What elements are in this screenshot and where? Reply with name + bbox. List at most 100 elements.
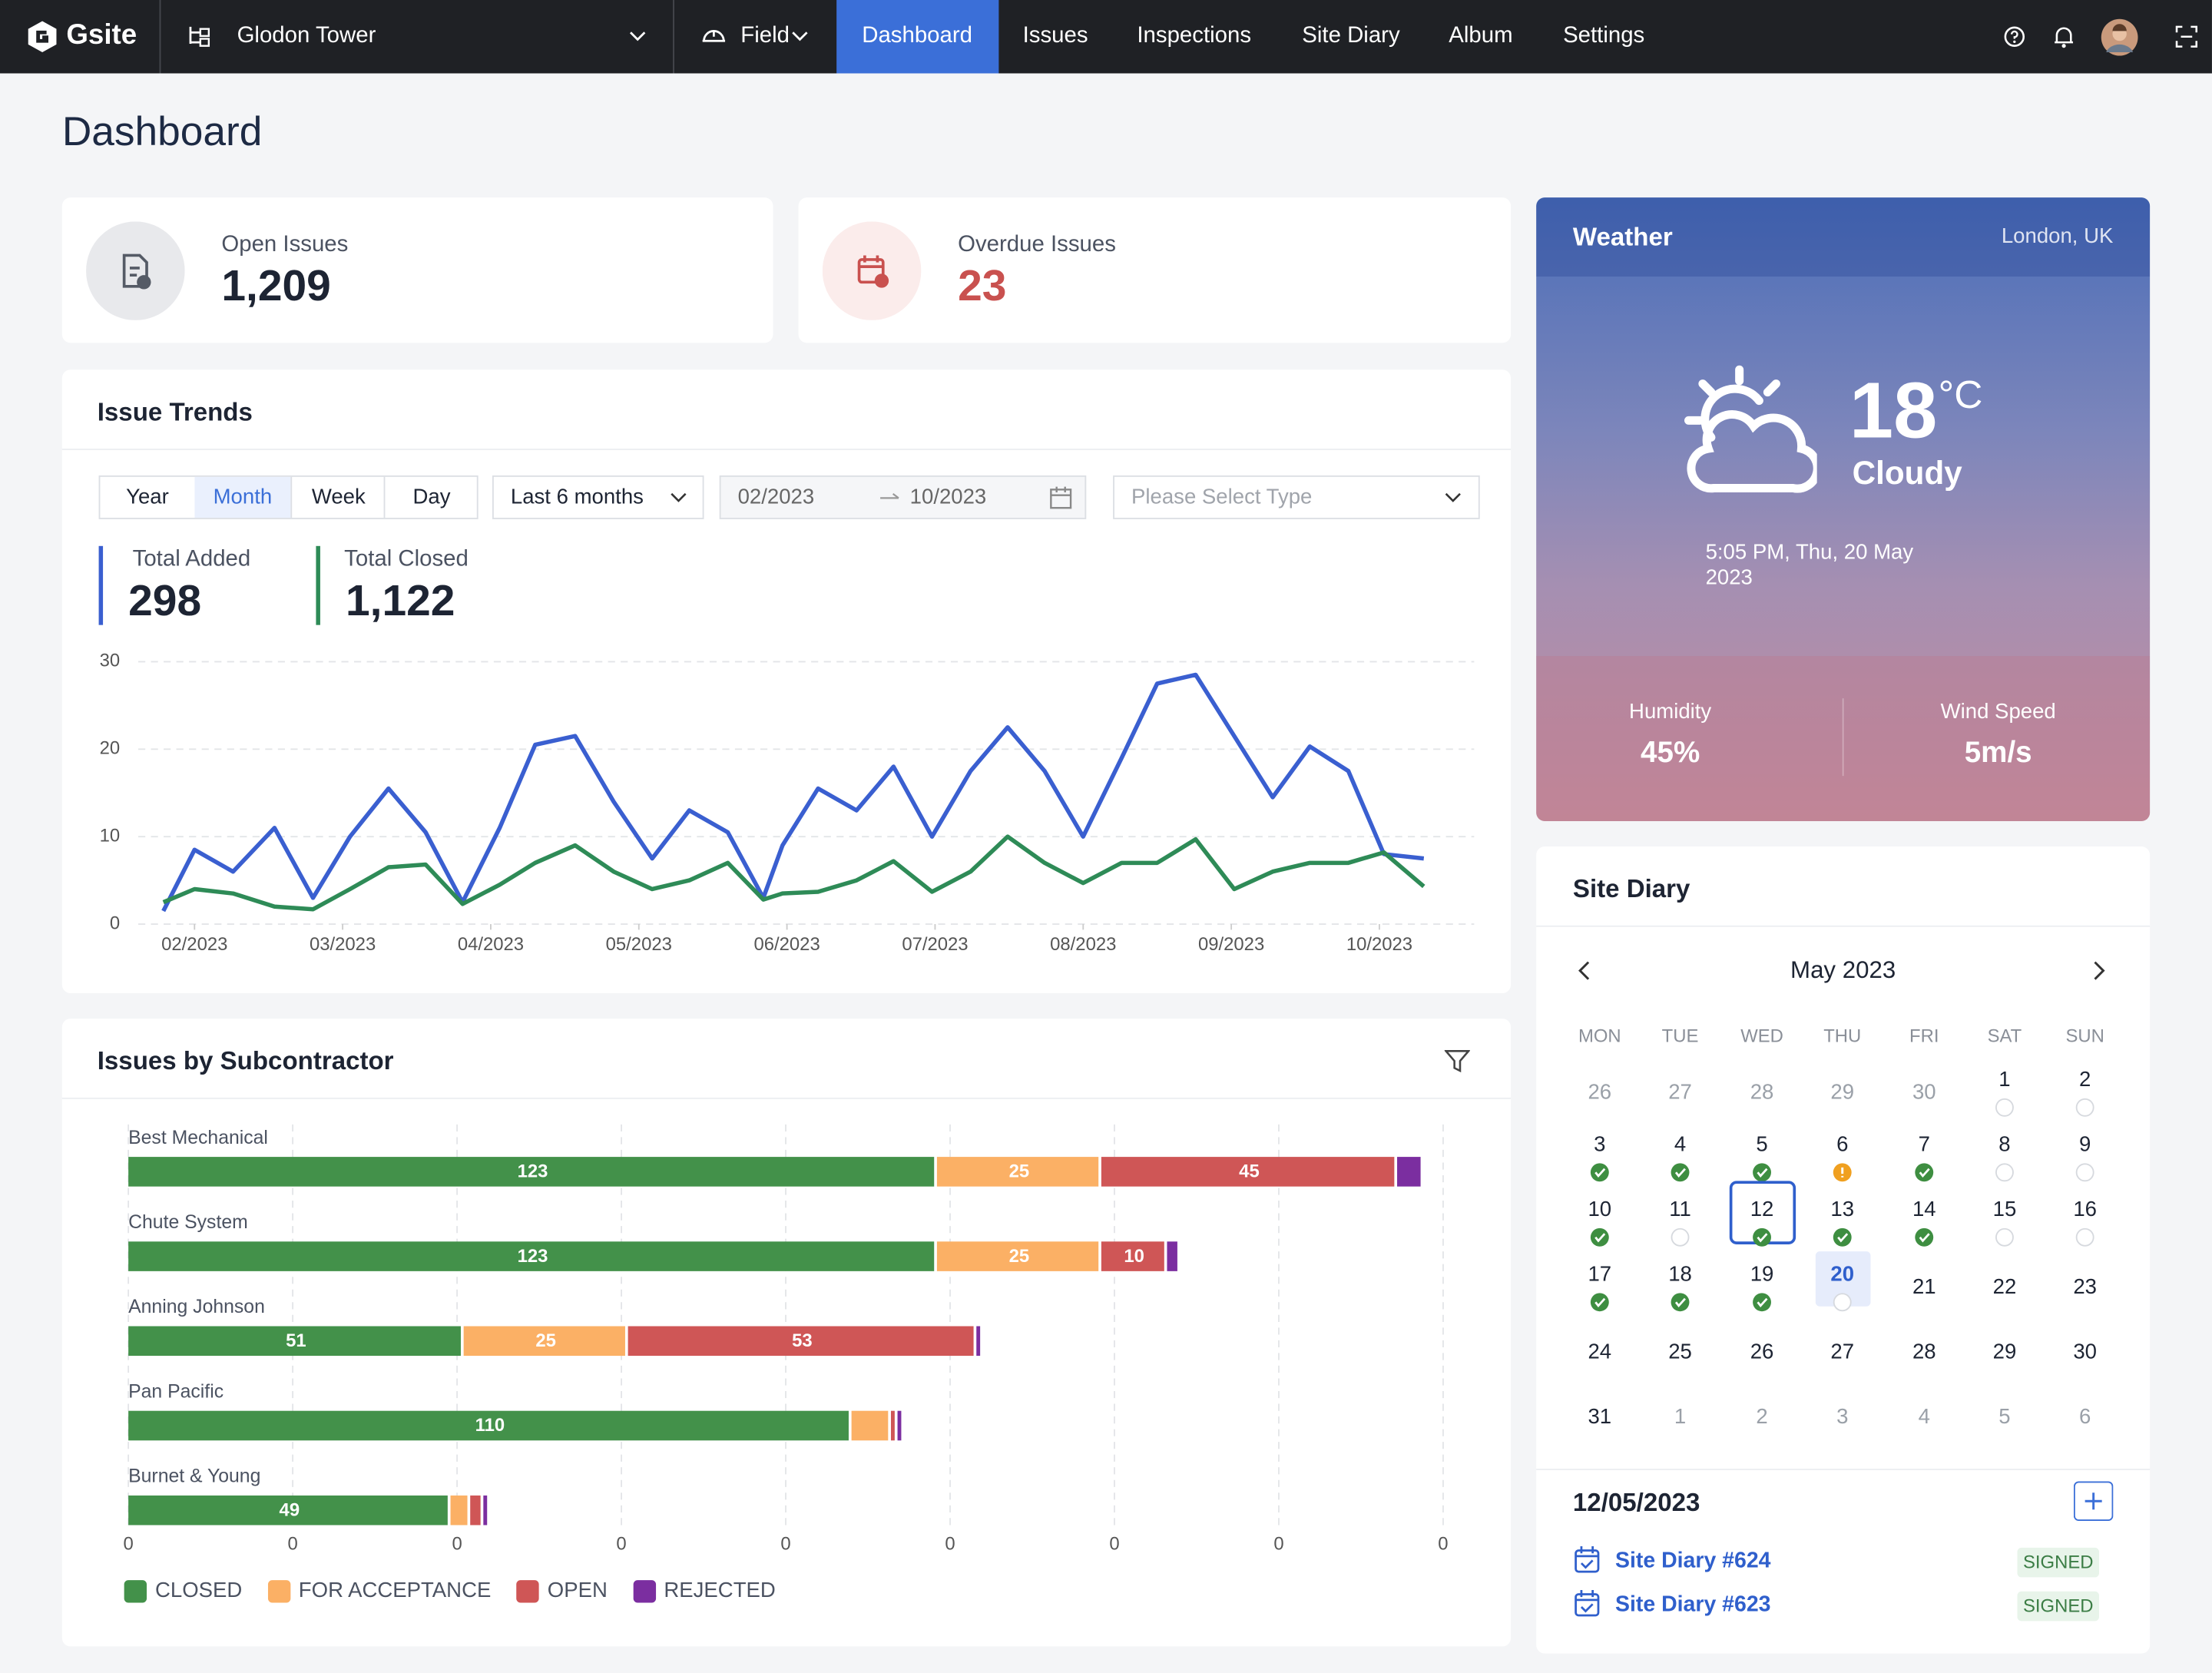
- next-month[interactable]: [2091, 961, 2108, 981]
- module-select[interactable]: Field: [740, 24, 790, 48]
- status-check: [1674, 1168, 1686, 1178]
- period-button[interactable]: Year: [126, 485, 169, 510]
- status-dot: [1915, 1163, 1934, 1182]
- bar-segment: [851, 1410, 889, 1441]
- status-text: SIGNED: [2023, 1552, 2093, 1572]
- card-label: Overdue Issues: [958, 233, 1116, 257]
- calendar-day: 29: [1993, 1340, 2017, 1363]
- legend-swatch: [516, 1579, 539, 1602]
- project-name[interactable]: Glodon Tower: [237, 24, 376, 48]
- bar-segment: [470, 1495, 481, 1526]
- calendar-day: 13: [1830, 1197, 1854, 1221]
- legend: CLOSED FOR ACCEPTANCE OPEN REJECTED: [124, 1579, 776, 1602]
- calendar-day: 21: [1912, 1274, 1936, 1298]
- x-tick-label: 0: [452, 1533, 462, 1554]
- x-tick-label: 0: [945, 1533, 955, 1554]
- x-tick-label: 10/2023: [1346, 934, 1412, 955]
- bell-icon[interactable]: [2052, 24, 2075, 49]
- type-select[interactable]: Please Select Type: [1113, 475, 1480, 519]
- status-dot: [2075, 1163, 2094, 1182]
- total-marker: [316, 545, 320, 625]
- brand[interactable]: Gsite: [66, 19, 137, 51]
- avatar[interactable]: [2101, 18, 2139, 57]
- calendar-day: 19: [1750, 1262, 1774, 1286]
- calendar-day: 14: [1912, 1197, 1936, 1221]
- x-tick-label: 0: [1438, 1533, 1448, 1554]
- filter-icon[interactable]: [1444, 1049, 1470, 1074]
- calendar-day: 9: [2079, 1132, 2091, 1156]
- bar-segment: [463, 1326, 625, 1357]
- x-tick-label: 03/2023: [310, 934, 376, 955]
- nav-tab[interactable]: Inspections: [1137, 24, 1252, 48]
- nav-tab[interactable]: Settings: [1563, 24, 1645, 48]
- prev-month[interactable]: [1576, 961, 1593, 981]
- bar-segment: [936, 1157, 1099, 1187]
- status-dot: [1671, 1293, 1690, 1312]
- status-dot: [1753, 1293, 1771, 1312]
- category-label: Pan Pacific: [128, 1381, 224, 1402]
- entry-link[interactable]: Site Diary #623: [1615, 1592, 1770, 1617]
- y-tick-label: 10: [100, 825, 121, 846]
- calendar-day: 31: [1588, 1404, 1611, 1428]
- selected-date: 12/05/2023: [1572, 1488, 1700, 1517]
- period-button[interactable]: Week: [290, 476, 385, 518]
- calendar-day: 7: [1919, 1132, 1930, 1156]
- calendar-day: 1: [1674, 1404, 1686, 1428]
- calendar-day: 8: [1998, 1132, 2010, 1156]
- calendar-day: 3: [1836, 1404, 1848, 1428]
- datetime: 5:05 PM, Thu, 20 May 2023: [1705, 540, 1914, 590]
- category-label: Burnet & Young: [128, 1466, 260, 1487]
- status-check: [1919, 1233, 1930, 1243]
- x-tick-label: 0: [1273, 1533, 1283, 1554]
- x-tick-label: 0: [1109, 1533, 1119, 1554]
- nav-tab[interactable]: Issues: [1022, 24, 1088, 48]
- scan-icon[interactable]: [2175, 25, 2198, 48]
- bar-value-label: 25: [1009, 1161, 1030, 1182]
- card-value: 1,209: [221, 260, 331, 311]
- help-icon[interactable]: [2003, 25, 2025, 48]
- card-icon: [86, 221, 185, 320]
- weekday: SAT: [1988, 1025, 2022, 1046]
- legend-label: CLOSED: [155, 1579, 243, 1603]
- status-check: [1919, 1168, 1930, 1178]
- calendar-day: 30: [1912, 1080, 1936, 1104]
- weekday: FRI: [1909, 1025, 1939, 1046]
- legend-label: FOR ACCEPTANCE: [298, 1579, 492, 1603]
- status-dot: [2075, 1227, 2094, 1247]
- y-tick-label: 20: [100, 738, 121, 759]
- total-value: 298: [128, 575, 202, 625]
- bar-value-label: 51: [286, 1330, 306, 1351]
- date-range[interactable]: 02/2023 10/2023: [719, 475, 1087, 519]
- period-button[interactable]: Month: [194, 476, 291, 518]
- calendar-icon: [1050, 486, 1072, 509]
- x-tick-label: 07/2023: [902, 934, 968, 955]
- start-date: 02/2023: [737, 485, 815, 510]
- entry-link[interactable]: Site Diary #624: [1615, 1549, 1771, 1573]
- calendar-day: 11: [1669, 1197, 1691, 1221]
- placeholder: Please Select Type: [1131, 485, 1313, 510]
- logo: [28, 21, 57, 52]
- line-series: [161, 672, 1425, 913]
- status-check: [1837, 1233, 1849, 1243]
- status-dot: [2075, 1098, 2094, 1117]
- status-check: [1594, 1168, 1606, 1178]
- wind-label: Wind Speed: [1940, 700, 2056, 724]
- chevron: [1445, 492, 1461, 502]
- nav-tab[interactable]: Dashboard: [862, 24, 973, 48]
- add-button[interactable]: [2073, 1481, 2114, 1521]
- issue-trends-panel: Issue Trends: [61, 369, 1512, 994]
- status-dot: [1753, 1163, 1771, 1182]
- bar-segment: [128, 1326, 461, 1357]
- top-nav: Gsite Glodon Tower Field Dashboard Issue…: [0, 0, 2212, 74]
- chevron: [630, 31, 646, 41]
- page-title: Dashboard: [61, 110, 263, 156]
- period-button[interactable]: Day: [383, 476, 478, 518]
- legend-item: REJECTED: [632, 1579, 776, 1602]
- end-date: 10/2023: [909, 485, 987, 510]
- nav-tab[interactable]: Album: [1449, 24, 1513, 48]
- nav-tab[interactable]: Site Diary: [1302, 24, 1400, 48]
- entry-icon-detail: [1575, 1546, 1598, 1569]
- range-select[interactable]: Last 6 months: [492, 475, 704, 519]
- calendar-day: 25: [1668, 1340, 1692, 1363]
- bar-segment: [1101, 1157, 1395, 1187]
